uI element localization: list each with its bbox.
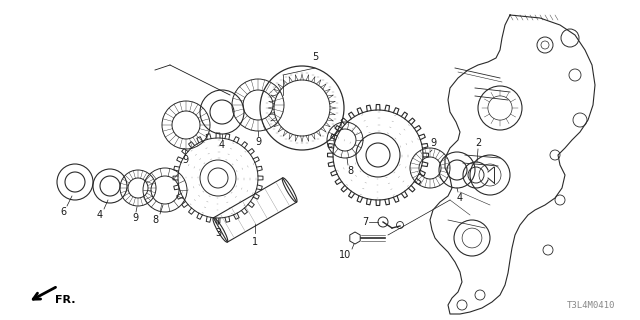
Text: 4: 4	[457, 193, 463, 203]
Text: 10: 10	[339, 250, 351, 260]
Text: 9: 9	[255, 137, 261, 147]
Text: 8: 8	[347, 166, 353, 176]
Text: 4: 4	[97, 210, 103, 220]
Text: 1: 1	[252, 237, 258, 247]
Text: 8: 8	[152, 215, 158, 225]
Text: 6: 6	[60, 207, 66, 217]
Text: 5: 5	[312, 52, 318, 62]
Text: 3: 3	[215, 228, 221, 238]
Text: 9: 9	[430, 138, 436, 148]
Text: FR.: FR.	[55, 295, 76, 305]
Text: 9: 9	[132, 213, 138, 223]
Text: T3L4M0410: T3L4M0410	[566, 301, 615, 310]
Text: 4: 4	[219, 140, 225, 150]
Text: 7: 7	[362, 217, 368, 227]
Text: 2: 2	[475, 138, 481, 148]
Text: 9: 9	[182, 155, 188, 165]
